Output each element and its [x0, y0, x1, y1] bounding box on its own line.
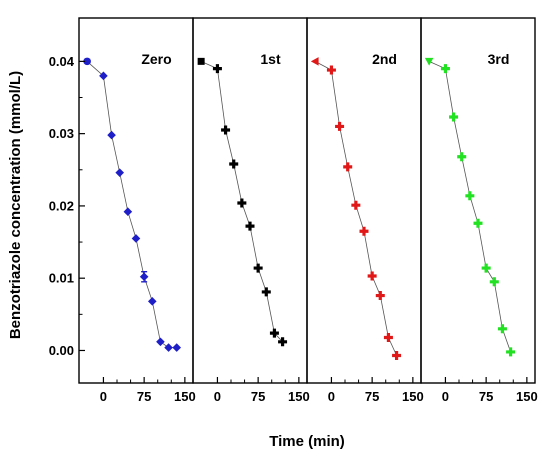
series-line [314, 61, 397, 356]
series-line [200, 61, 283, 343]
panel-frame [192, 17, 308, 384]
data-point [237, 198, 247, 208]
data-point [351, 200, 361, 210]
data-point [440, 64, 450, 74]
data-point [245, 221, 255, 231]
data-point [147, 297, 157, 306]
data-point [383, 332, 393, 342]
y-tick-label: 0.02 [49, 198, 74, 213]
data-point [278, 337, 288, 347]
x-tick-label: 75 [479, 389, 493, 404]
data-point [367, 271, 377, 281]
panel-1: 0 75 150 Zero [78, 17, 196, 404]
data-point [229, 159, 239, 169]
x-tick-label: 75 [365, 389, 379, 404]
data-point [497, 324, 507, 334]
panel-label: 2nd [372, 51, 397, 67]
x-tick-label: 75 [137, 389, 151, 404]
data-point [335, 121, 345, 131]
panel-2: 0 75 150 1st [192, 17, 310, 404]
data-point [212, 64, 222, 74]
data-point [489, 277, 499, 287]
panels-layer: 0 75 150 Zero 0 75 150 1st 0 75 150 2nd 0 75 150 3rd [78, 17, 538, 404]
data-point [269, 328, 279, 338]
x-tick-label: 0 [100, 389, 107, 404]
panel-4: 0 75 150 3rd [420, 17, 538, 404]
x-tick-label: 150 [174, 389, 196, 404]
panel-label: 3rd [488, 51, 510, 67]
data-point [457, 152, 467, 162]
panel-frame [306, 17, 422, 384]
y-tick-label: 0.01 [49, 271, 74, 286]
data-point [326, 65, 336, 75]
data-point [343, 162, 353, 172]
panel-frame [78, 17, 194, 384]
panel-frame [420, 17, 536, 384]
data-point [83, 57, 91, 66]
panel-3: 0 75 150 2nd [306, 17, 424, 404]
data-point [449, 112, 459, 122]
data-point [115, 168, 125, 177]
y-axis-title: Benzotriazole concentration (mmol/L) [7, 71, 24, 339]
x-tick-label: 150 [402, 389, 424, 404]
data-point [375, 291, 385, 301]
y-tick-label: 0.00 [49, 343, 74, 358]
x-tick-label: 0 [214, 389, 221, 404]
data-point [359, 226, 369, 236]
panel-label: 1st [260, 51, 281, 67]
data-point [473, 218, 483, 228]
panel-label: Zero [141, 51, 171, 67]
x-tick-label: 0 [328, 389, 335, 404]
y-tick-label: 0.03 [49, 126, 74, 141]
data-point [392, 351, 402, 361]
x-tick-label: 150 [288, 389, 310, 404]
data-point [123, 207, 133, 217]
y-tick-label: 0.04 [49, 54, 75, 69]
data-point [253, 263, 263, 273]
data-point [221, 125, 231, 135]
x-tick-label: 150 [516, 389, 538, 404]
y-axis: 0.00 0.01 0.02 0.03 0.04 [49, 54, 85, 358]
data-point [139, 272, 149, 282]
data-point [131, 234, 141, 243]
data-point [107, 130, 116, 140]
data-point [310, 57, 319, 66]
series-line [428, 61, 511, 353]
data-point [465, 191, 475, 201]
x-axis-title: Time (min) [269, 433, 345, 450]
x-tick-label: 0 [442, 389, 449, 404]
data-point [261, 287, 271, 297]
data-point [506, 347, 516, 357]
data-point [197, 57, 205, 65]
data-point [424, 57, 434, 66]
series-line [86, 61, 177, 348]
x-tick-label: 75 [251, 389, 265, 404]
data-point [172, 343, 182, 352]
data-point [481, 263, 491, 273]
data-point [164, 343, 173, 352]
data-point [156, 337, 165, 347]
data-point [99, 71, 108, 81]
